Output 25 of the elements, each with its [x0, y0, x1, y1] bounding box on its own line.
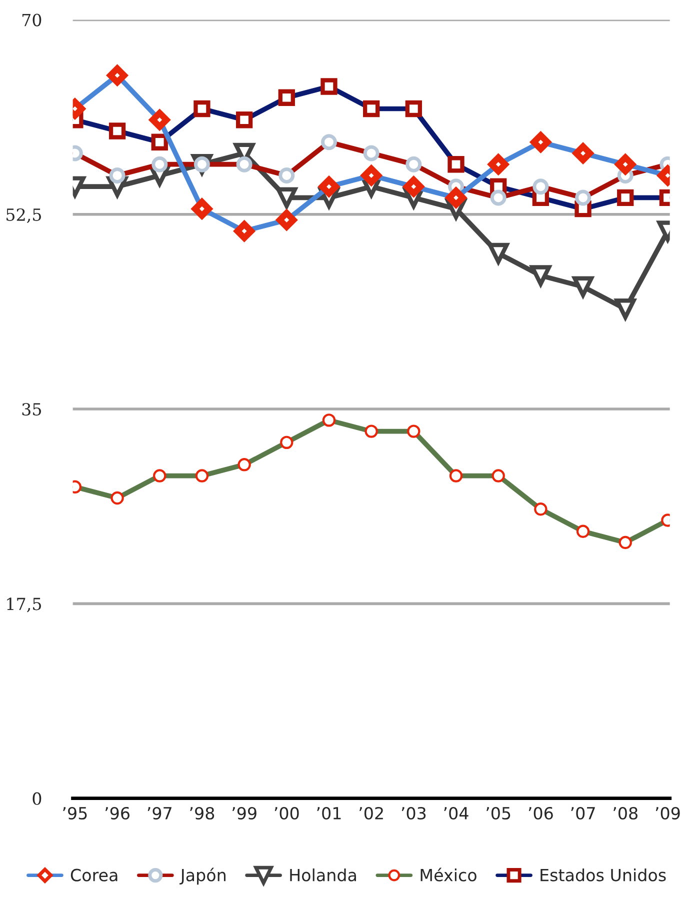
x-tick-label: ’04 [444, 806, 468, 820]
legend-label: Holanda [290, 868, 356, 882]
legend-label: Corea [70, 868, 118, 882]
x-tick-label: ’97 [148, 806, 172, 820]
y-tick-label: 70 [22, 14, 42, 26]
x-tick-label: ’02 [360, 806, 383, 820]
x-tick-label: ’01 [317, 806, 341, 820]
legend-label: Estados Unidos [540, 868, 666, 882]
x-tick-label: ’05 [486, 806, 510, 820]
x-tick-label: ’06 [528, 806, 553, 820]
x-tick-label: ’09 [656, 806, 680, 820]
x-tick-label: ’08 [614, 806, 638, 820]
x-tick-label: ’03 [402, 806, 426, 820]
y-tick-label: 17,5 [7, 598, 41, 612]
y-tick-label: 35 [22, 403, 41, 416]
x-tick-label: ’98 [190, 806, 214, 820]
x-tick-label: ’95 [63, 806, 87, 820]
x-tick-label: ’07 [571, 806, 595, 820]
y-tick-label: 0 [32, 792, 42, 805]
y-tick-label: 52,5 [6, 208, 41, 224]
x-tick-label: ’00 [274, 806, 299, 820]
legend-label: Japón [180, 868, 226, 885]
x-tick-label: ’99 [232, 806, 256, 820]
x-tick-label: ’96 [105, 806, 130, 820]
legend-label: México [420, 868, 476, 882]
